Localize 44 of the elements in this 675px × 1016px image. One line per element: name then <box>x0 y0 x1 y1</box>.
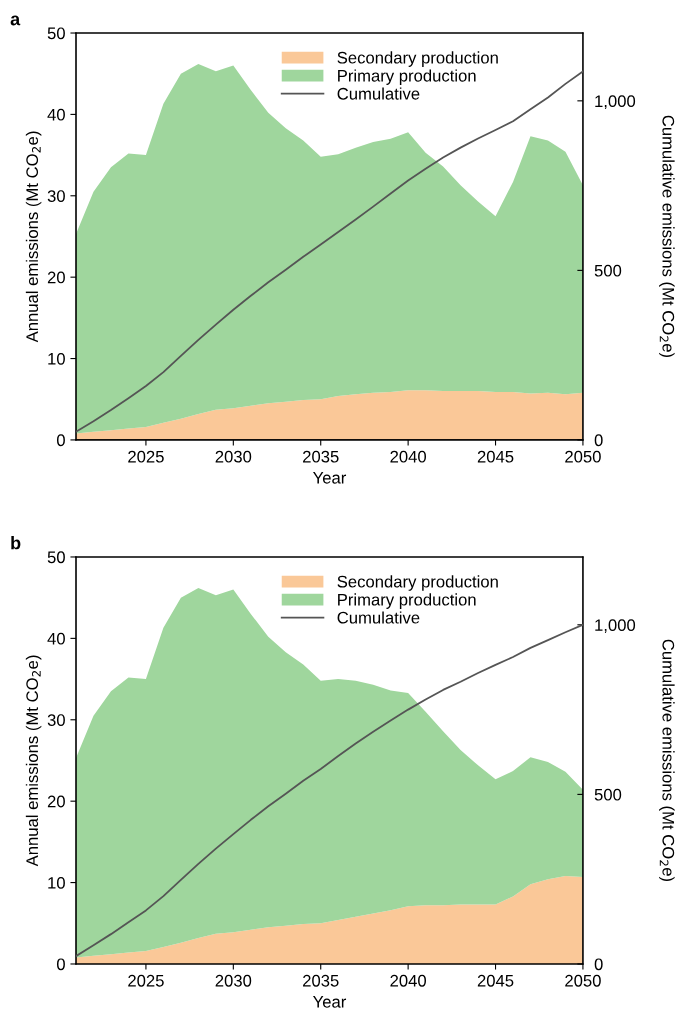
x-tick-label: 2050 <box>565 450 601 463</box>
y-tick-label: 30 <box>47 190 65 202</box>
y-tick-label: 0 <box>56 434 65 447</box>
y-tick-label: 50 <box>47 551 65 564</box>
y-axis-title: Annual emissions (Mt CO$_{2}$e) <box>25 131 42 343</box>
y2-tick-label: 1,000 <box>595 619 636 633</box>
y-tick-label: 30 <box>47 714 65 726</box>
legend-label: Primary production <box>338 69 476 85</box>
y-tick-label: 40 <box>47 108 65 121</box>
x-tick-label: 2030 <box>215 974 252 987</box>
y2-tick-label: 1,000 <box>595 95 636 110</box>
chart-title: b <box>11 536 21 550</box>
legend-label: Cumulative <box>337 611 420 624</box>
y2-axis-title: Cumulative emissions (Mt CO$_{2}$e) <box>659 639 675 882</box>
x-tick-label: 2040 <box>390 974 427 987</box>
legend-label: Secondary production <box>337 575 498 591</box>
y2-axis-title: Cumulative emissions (Mt CO$_{2}$e) <box>659 115 675 358</box>
y-tick-label: 10 <box>48 352 65 365</box>
x-axis-title: Year <box>312 472 347 484</box>
y2-tick-label: 0 <box>594 958 603 971</box>
y-tick-label: 20 <box>47 271 65 284</box>
x-tick-label: 2030 <box>215 450 252 463</box>
legend-label: Cumulative <box>337 87 420 100</box>
x-tick-label: 2040 <box>390 450 427 463</box>
x-tick-label: 2050 <box>565 974 601 987</box>
y-tick-label: 40 <box>47 632 65 645</box>
y2-tick-label: 500 <box>594 264 622 277</box>
y-tick-label: 0 <box>56 958 65 971</box>
y2-tick-label: 0 <box>594 434 603 447</box>
x-tick-label: 2045 <box>477 450 514 463</box>
y-axis-title: Annual emissions (Mt CO$_{2}$e) <box>25 655 42 867</box>
legend-label: Primary production <box>338 593 476 609</box>
x-tick-label: 2035 <box>303 974 339 987</box>
x-axis-title: Year <box>312 996 347 1008</box>
x-tick-label: 2025 <box>128 974 164 987</box>
x-tick-label: 2035 <box>303 450 339 463</box>
chart-title: a <box>10 15 21 26</box>
x-tick-label: 2025 <box>128 450 164 463</box>
x-tick-label: 2045 <box>477 974 514 987</box>
y-tick-label: 50 <box>47 27 65 40</box>
y2-tick-label: 500 <box>594 788 622 801</box>
y-tick-label: 10 <box>48 876 65 889</box>
legend-label: Secondary production <box>337 51 498 67</box>
y-tick-label: 20 <box>47 795 65 808</box>
